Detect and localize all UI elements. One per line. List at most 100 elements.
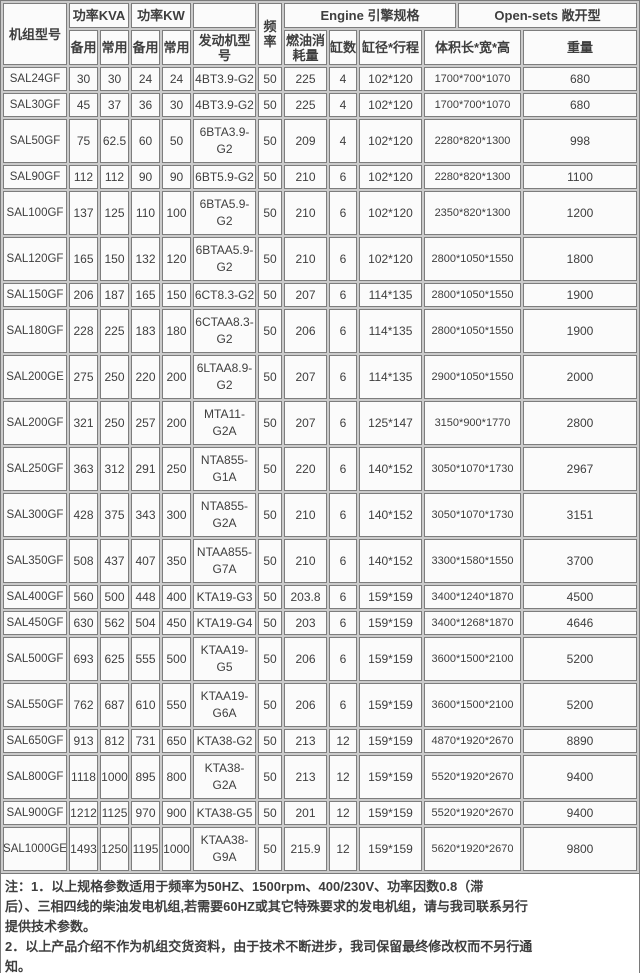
cell-freq: 50 xyxy=(258,237,282,281)
header-weight: 重量 xyxy=(523,30,637,65)
cell-cyl: 6 xyxy=(329,539,357,583)
table-row: SAL350GF 508 437 407 350 NTAA855- G7A 50 210 6 14… xyxy=(3,539,637,583)
cell-weight: 2967 xyxy=(523,447,637,491)
cell-dims: 2900*1050*1550 xyxy=(424,355,521,399)
cell-kw_standby: 183 xyxy=(131,309,160,353)
cell-engine: KTAA19- G5 xyxy=(193,637,256,681)
cell-bore: 102*120 xyxy=(359,119,422,163)
cell-dims: 3600*1500*2100 xyxy=(424,683,521,727)
cell-bore: 102*120 xyxy=(359,67,422,91)
header-power-kva-label: 功率KVA xyxy=(69,3,129,28)
cell-weight: 1800 xyxy=(523,237,637,281)
cell-cyl: 6 xyxy=(329,237,357,281)
header-engine-spec-group: Engine 引擎规格 xyxy=(284,3,456,28)
cell-engine: 6LTAA8.9- G2 xyxy=(193,355,256,399)
note-line: 2．以上产品介绍不作为机组交货资料，由于技术不断进步，我司保留最终修改权而不另行… xyxy=(5,939,533,954)
cell-kva_standby: 275 xyxy=(69,355,98,399)
generator-spec-table: 机组型号 功率KVA 备用 常用 功率KW 备用 常用 发动机型号 xyxy=(0,0,640,873)
cell-kva_standby: 693 xyxy=(69,637,98,681)
cell-fuel: 210 xyxy=(284,191,327,235)
cell-engine: KTA38-G5 xyxy=(193,801,256,825)
cell-cyl: 12 xyxy=(329,729,357,753)
cell-kw_prime: 90 xyxy=(162,165,191,189)
header-frequency: 频 率 xyxy=(258,3,282,65)
cell-model: SAL90GF xyxy=(3,165,67,189)
cell-cyl: 12 xyxy=(329,801,357,825)
cell-kw_standby: 343 xyxy=(131,493,160,537)
cell-kva_prime: 375 xyxy=(100,493,129,537)
cell-freq: 50 xyxy=(258,93,282,117)
cell-kva_standby: 560 xyxy=(69,585,98,609)
cell-kva_standby: 137 xyxy=(69,191,98,235)
cell-bore: 159*159 xyxy=(359,585,422,609)
cell-kw_prime: 450 xyxy=(162,611,191,635)
cell-engine: 6BT5.9-G2 xyxy=(193,165,256,189)
cell-freq: 50 xyxy=(258,165,282,189)
table-row: SAL500GF 693 625 555 500 KTAA19- G5 50 206 6 159*… xyxy=(3,637,637,681)
header-cylinders: 缸数 xyxy=(329,30,357,65)
cell-freq: 50 xyxy=(258,401,282,445)
cell-kw_prime: 250 xyxy=(162,447,191,491)
cell-kva_prime: 112 xyxy=(100,165,129,189)
cell-kw_prime: 180 xyxy=(162,309,191,353)
table-body: SAL24GF 30 30 24 24 4BT3.9-G2 50 225 4 102*120 170… xyxy=(3,67,637,871)
cell-bore: 140*152 xyxy=(359,447,422,491)
cell-kva_standby: 75 xyxy=(69,119,98,163)
cell-kw_standby: 970 xyxy=(131,801,160,825)
cell-cyl: 4 xyxy=(329,119,357,163)
cell-freq: 50 xyxy=(258,67,282,91)
cell-dims: 5520*1920*2670 xyxy=(424,755,521,799)
cell-dims: 2800*1050*1550 xyxy=(424,309,521,353)
cell-bore: 159*159 xyxy=(359,637,422,681)
cell-bore: 159*159 xyxy=(359,755,422,799)
table-row: SAL50GF 75 62.5 60 50 6BTA3.9- G2 50 209 4 102*12… xyxy=(3,119,637,163)
cell-fuel: 206 xyxy=(284,309,327,353)
cell-weight: 2800 xyxy=(523,401,637,445)
cell-kw_prime: 800 xyxy=(162,755,191,799)
cell-model: SAL200GF xyxy=(3,401,67,445)
cell-kva_prime: 250 xyxy=(100,355,129,399)
cell-engine: KTA19-G3 xyxy=(193,585,256,609)
cell-freq: 50 xyxy=(258,585,282,609)
cell-dims: 3050*1070*1730 xyxy=(424,447,521,491)
cell-freq: 50 xyxy=(258,539,282,583)
cell-engine: 6BTA3.9- G2 xyxy=(193,119,256,163)
header-fuel-consumption: 燃油消 耗量 xyxy=(284,30,327,65)
cell-engine: KTAA38- G9A xyxy=(193,827,256,871)
cell-model: SAL900GF xyxy=(3,801,67,825)
cell-weight: 680 xyxy=(523,93,637,117)
table-row: SAL400GF 560 500 448 400 KTA19-G3 50 203.8 6 159*… xyxy=(3,585,637,609)
table-row: SAL180GF 228 225 183 180 6CTAA8.3- G2 50 206 6 11… xyxy=(3,309,637,353)
cell-kw_standby: 610 xyxy=(131,683,160,727)
cell-model: SAL200GE xyxy=(3,355,67,399)
cell-model: SAL300GF xyxy=(3,493,67,537)
header-kva-standby: 备用 xyxy=(69,30,98,65)
cell-engine: KTA19-G4 xyxy=(193,611,256,635)
note-line: 知。 xyxy=(5,959,32,973)
cell-kva_standby: 913 xyxy=(69,729,98,753)
cell-kw_prime: 200 xyxy=(162,355,191,399)
header-opensets-group: Open-sets 敞开型 xyxy=(458,3,637,28)
cell-bore: 102*120 xyxy=(359,93,422,117)
cell-kw_prime: 120 xyxy=(162,237,191,281)
cell-model: SAL250GF xyxy=(3,447,67,491)
cell-fuel: 225 xyxy=(284,67,327,91)
cell-model: SAL400GF xyxy=(3,585,67,609)
cell-fuel: 207 xyxy=(284,401,327,445)
cell-freq: 50 xyxy=(258,729,282,753)
cell-cyl: 4 xyxy=(329,67,357,91)
cell-bore: 102*120 xyxy=(359,191,422,235)
cell-dims: 3400*1268*1870 xyxy=(424,611,521,635)
cell-model: SAL450GF xyxy=(3,611,67,635)
cell-bore: 102*120 xyxy=(359,165,422,189)
cell-kva_prime: 1000 xyxy=(100,755,129,799)
cell-kw_prime: 900 xyxy=(162,801,191,825)
cell-kw_prime: 300 xyxy=(162,493,191,537)
cell-model: SAL120GF xyxy=(3,237,67,281)
cell-kw_standby: 257 xyxy=(131,401,160,445)
cell-kw_prime: 650 xyxy=(162,729,191,753)
cell-fuel: 203 xyxy=(284,611,327,635)
header-power-kw-label: 功率KW xyxy=(131,3,191,28)
cell-cyl: 6 xyxy=(329,355,357,399)
cell-fuel: 220 xyxy=(284,447,327,491)
